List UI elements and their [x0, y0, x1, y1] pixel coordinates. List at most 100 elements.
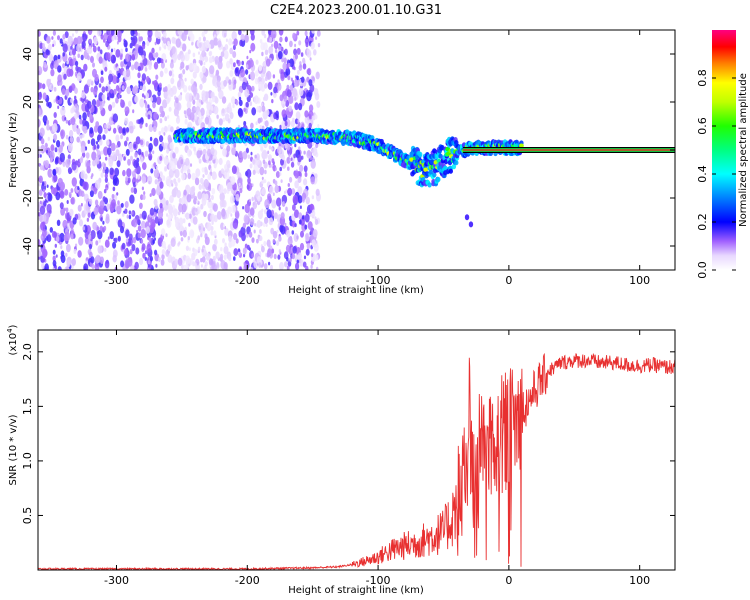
noise-point [256, 106, 260, 113]
noise-point [159, 181, 164, 189]
noise-point [180, 168, 184, 174]
noise-point [231, 165, 237, 175]
noise-point [261, 180, 264, 185]
noise-point [235, 67, 239, 74]
noise-point [71, 258, 77, 266]
noise-point [198, 42, 202, 48]
noise-point [276, 240, 280, 247]
noise-point [209, 65, 215, 75]
noise-point [38, 108, 42, 117]
noise-point [213, 238, 218, 246]
noise-point [297, 186, 303, 195]
noise-point [100, 172, 104, 178]
noise-point [296, 30, 300, 36]
noise-point [128, 100, 132, 107]
x-tick-label: 0 [505, 574, 512, 587]
noise-point [315, 36, 318, 40]
noise-point [124, 208, 128, 214]
noise-point [102, 101, 105, 107]
noise-point [95, 121, 100, 128]
noise-point [310, 264, 313, 269]
noise-point [269, 185, 274, 194]
noise-point [240, 33, 245, 42]
noise-point [165, 233, 168, 238]
noise-point [291, 188, 296, 195]
noise-point [278, 249, 281, 254]
noise-point [54, 147, 58, 153]
noise-point [181, 173, 186, 181]
noise-point [187, 173, 192, 180]
noise-point [95, 156, 100, 165]
noise-point [171, 36, 176, 44]
noise-point [174, 181, 178, 187]
noise-point [314, 92, 320, 101]
noise-point [142, 85, 147, 92]
noise-point [188, 95, 193, 102]
track-halo-point [418, 151, 423, 157]
noise-point [123, 156, 126, 161]
noise-point [238, 248, 241, 253]
noise-point [84, 146, 88, 151]
noise-point [106, 203, 111, 211]
noise-point [92, 221, 98, 231]
snr-marks [38, 352, 675, 570]
noise-point [167, 214, 172, 221]
noise-point [38, 118, 41, 128]
noise-point [160, 228, 166, 236]
noise-point [203, 30, 208, 35]
noise-point [269, 36, 273, 43]
noise-point [272, 192, 275, 196]
noise-point [175, 222, 178, 228]
noise-point [48, 78, 51, 83]
noise-point [244, 34, 249, 43]
track-halo-point [436, 176, 441, 183]
noise-point [202, 75, 207, 83]
noise-point [287, 75, 291, 81]
noise-point [289, 176, 293, 183]
noise-point [234, 210, 240, 219]
noise-point [132, 64, 135, 69]
noise-point [289, 40, 293, 48]
noise-point [116, 41, 119, 45]
noise-point [45, 49, 50, 56]
noise-point [252, 158, 257, 166]
noise-point [120, 99, 123, 104]
noise-point [170, 126, 174, 133]
noise-point [89, 190, 94, 198]
noise-point [212, 203, 218, 212]
noise-point [118, 94, 121, 98]
noise-point [186, 100, 192, 109]
noise-point [135, 136, 141, 145]
noise-point [44, 121, 47, 126]
noise-point [287, 189, 290, 194]
noise-point [160, 61, 165, 69]
y-tick-label: -40 [21, 237, 34, 255]
noise-point [154, 216, 159, 224]
noise-point [129, 194, 135, 204]
noise-point [60, 130, 64, 137]
noise-point [266, 239, 271, 247]
noise-point [100, 34, 104, 40]
noise-point [180, 263, 184, 270]
noise-point [267, 150, 270, 155]
noise-point [264, 216, 269, 224]
noise-point [192, 62, 198, 72]
noise-point [195, 208, 198, 212]
noise-point [313, 49, 317, 56]
noise-point [80, 54, 84, 61]
noise-point [86, 217, 90, 222]
noise-point [115, 134, 120, 142]
noise-point [57, 74, 63, 83]
noise-point [141, 186, 144, 191]
noise-point [70, 233, 74, 240]
noise-point [289, 84, 294, 92]
noise-point [171, 46, 176, 55]
stray-point [464, 214, 470, 221]
noise-point [233, 38, 238, 47]
noise-point [116, 144, 118, 149]
noise-point [117, 219, 123, 228]
noise-point [286, 84, 290, 90]
noise-point [96, 99, 101, 108]
noise-point [265, 109, 270, 116]
noise-point [304, 30, 308, 36]
